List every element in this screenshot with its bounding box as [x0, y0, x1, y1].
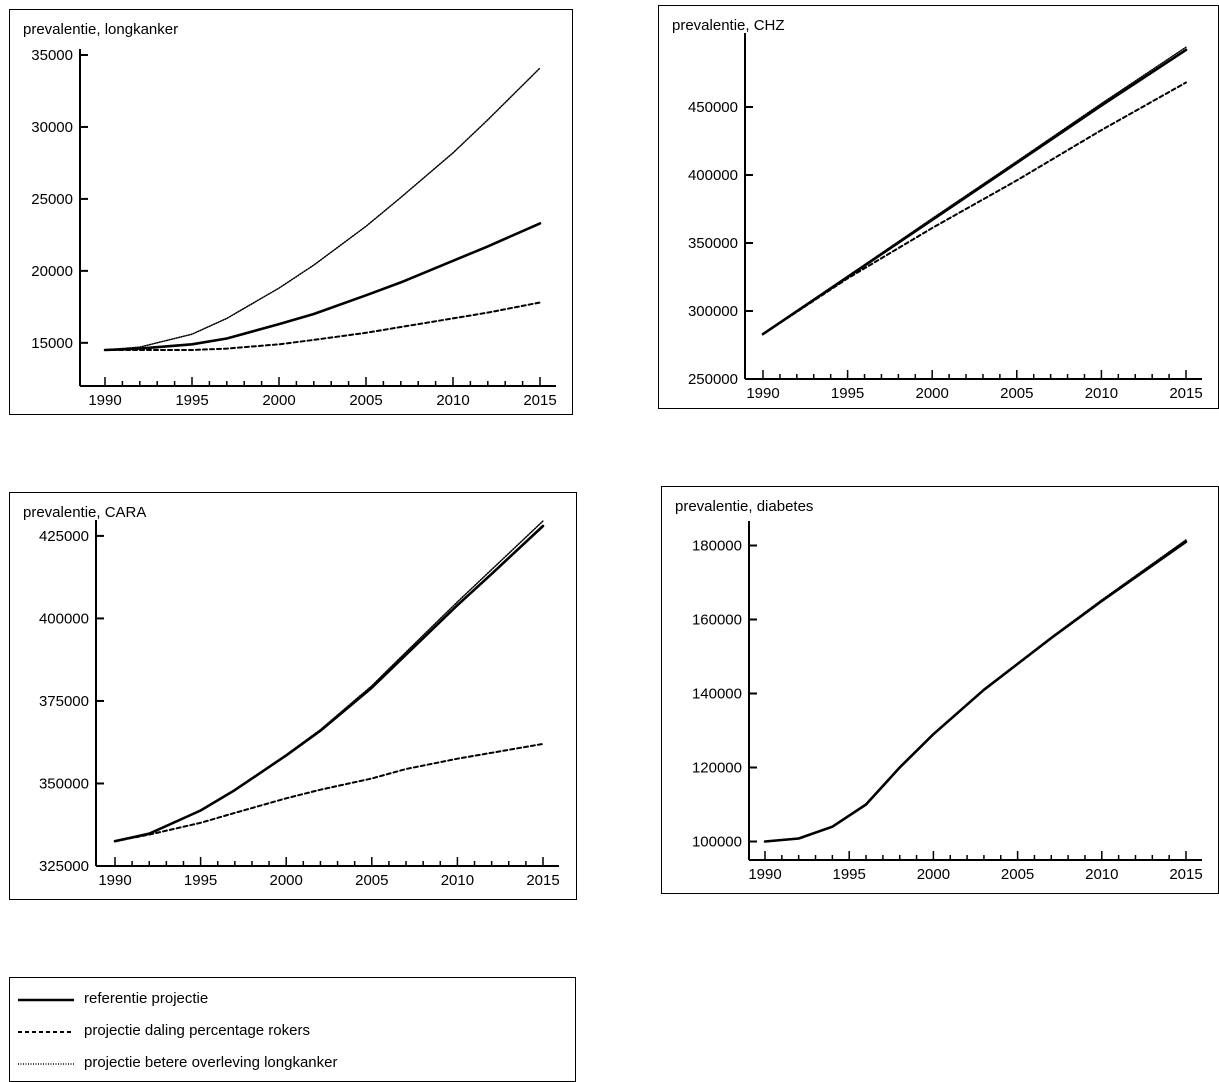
series-line-dashed [762, 81, 1187, 336]
chart-panel-cara: prevalentie, CARA 325000 350000 375000 4000… [9, 492, 577, 900]
x-tick-label: 2010 [1085, 385, 1118, 402]
x-tick-label: 2015 [1169, 866, 1202, 883]
chart-panel-chz: prevalentie, CHZ 250000 300000 350000 40000… [658, 5, 1219, 409]
chart-title: prevalentie, CHZ [672, 17, 785, 34]
x-tick-label: 2000 [262, 392, 295, 409]
y-tick-label: 35000 [31, 47, 73, 64]
legend-label: projectie daling percentage rokers [84, 1022, 310, 1039]
legend-swatch-solid [18, 998, 74, 1002]
x-tick-label: 1995 [831, 385, 864, 402]
y-tick-label: 30000 [31, 119, 73, 136]
x-tick-label: 2005 [355, 872, 388, 889]
chart-panel-diabetes: prevalentie, diabetes 100000 120000 140000… [661, 486, 1219, 894]
series-line-dashed [114, 742, 544, 843]
y-tick-label: 20000 [31, 263, 73, 280]
x-tick-label: 2005 [1001, 866, 1034, 883]
x-tick-label: 2015 [1169, 385, 1202, 402]
y-tick-label: 300000 [688, 303, 738, 320]
y-tick-label: 350000 [688, 235, 738, 252]
x-tick-label: 2005 [349, 392, 382, 409]
y-tick-label: 375000 [39, 693, 89, 710]
chart-svg: 325000 350000 375000 400000 425000 1990 1995 20… [39, 520, 560, 889]
y-tick-label: 100000 [692, 834, 742, 851]
y-tick-label: 325000 [39, 858, 89, 875]
x-tick-label: 1990 [746, 385, 779, 402]
chart-svg: 250000 300000 350000 400000 450000 1990 1995 20… [688, 33, 1203, 402]
legend-swatch-dashed [18, 1031, 74, 1033]
x-tick-label: 1995 [175, 392, 208, 409]
x-tick-label: 1990 [88, 392, 121, 409]
x-tick-label: 1995 [184, 872, 217, 889]
chart-title: prevalentie, longkanker [23, 21, 179, 38]
x-tick-label: 1990 [98, 872, 131, 889]
chart-title: prevalentie, CARA [23, 504, 147, 521]
x-tick-label: 2010 [436, 392, 469, 409]
y-tick-label: 25000 [31, 191, 73, 208]
x-tick-label: 2015 [526, 872, 559, 889]
legend-swatch-dotted [18, 1063, 74, 1065]
y-tick-label: 15000 [31, 335, 73, 352]
x-tick-label: 2015 [523, 392, 556, 409]
series-line-dotted [104, 67, 541, 351]
series-line-dotted [764, 539, 1187, 843]
series-line-solid [103, 222, 542, 352]
series-line-dotted [762, 46, 1187, 335]
legend-label: projectie betere overleving longkanker [84, 1054, 338, 1071]
y-tick-label: 350000 [39, 775, 89, 792]
chart-panel-longkanker: prevalentie, longkanker 15000 20000 25000 3… [9, 9, 573, 415]
y-tick-label: 450000 [688, 99, 738, 116]
x-tick-label: 2000 [916, 385, 949, 402]
x-tick-label: 1995 [833, 866, 866, 883]
legend: referentie projectie projectie daling pe… [9, 977, 576, 1082]
y-tick-label: 400000 [39, 610, 89, 627]
x-tick-label: 2005 [1000, 385, 1033, 402]
y-tick-label: 120000 [692, 760, 742, 777]
x-tick-label: 2000 [917, 866, 950, 883]
legend-item-dashed: projectie daling percentage rokers [10, 1020, 575, 1044]
legend-item-dotted: projectie betere overleving longkanker [10, 1052, 575, 1076]
y-tick-label: 250000 [688, 371, 738, 388]
x-tick-label: 1990 [748, 866, 781, 883]
series-line-dashed [764, 540, 1187, 843]
series-line-dashed [104, 301, 541, 351]
y-tick-label: 140000 [692, 686, 742, 703]
chart-title: prevalentie, diabetes [675, 498, 814, 515]
y-tick-label: 425000 [39, 528, 89, 545]
x-tick-label: 2010 [441, 872, 474, 889]
y-tick-label: 160000 [692, 612, 742, 629]
chart-svg: 15000 20000 25000 30000 35000 1990 1995 2000 200… [31, 47, 556, 409]
legend-label: referentie projectie [84, 990, 209, 1007]
chart-svg: 100000 120000 140000 160000 180000 1990 1995 20… [692, 521, 1203, 883]
y-tick-label: 400000 [688, 167, 738, 184]
x-tick-label: 2010 [1085, 866, 1118, 883]
series-line-dotted [114, 520, 544, 842]
y-tick-label: 180000 [692, 538, 742, 555]
series-line-solid [113, 524, 545, 843]
x-tick-label: 2000 [270, 872, 303, 889]
legend-item-solid: referentie projectie [10, 988, 575, 1012]
